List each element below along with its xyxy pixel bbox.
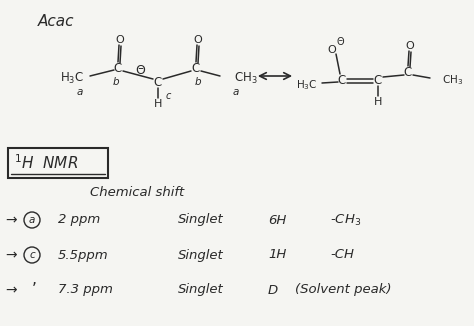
Text: →: → <box>5 248 17 262</box>
Text: $^1$H  NMR: $^1$H NMR <box>14 154 78 172</box>
Text: C: C <box>374 73 382 86</box>
Text: O: O <box>406 41 414 51</box>
Text: ’: ’ <box>32 283 37 298</box>
Text: Singlet: Singlet <box>178 248 224 261</box>
Text: Θ: Θ <box>135 65 145 78</box>
Text: →: → <box>5 283 17 297</box>
Text: Singlet: Singlet <box>178 284 224 297</box>
Text: 6H: 6H <box>268 214 286 227</box>
Text: c: c <box>29 250 35 260</box>
Text: (Solvent peak): (Solvent peak) <box>295 284 392 297</box>
Text: CH$_3$: CH$_3$ <box>442 73 463 87</box>
Text: Acac: Acac <box>38 14 74 29</box>
Text: c: c <box>165 91 171 101</box>
Text: →: → <box>5 213 17 227</box>
Text: b: b <box>195 77 201 87</box>
Text: O: O <box>328 45 337 55</box>
Text: -CH$_3$: -CH$_3$ <box>330 213 361 228</box>
Text: b: b <box>113 77 119 87</box>
Text: C: C <box>114 62 122 75</box>
Text: H$_3$C: H$_3$C <box>60 70 84 85</box>
Text: H: H <box>154 99 162 109</box>
Text: 2 ppm: 2 ppm <box>58 214 100 227</box>
Text: a: a <box>233 87 239 97</box>
Text: H$_3$C: H$_3$C <box>296 78 318 92</box>
Text: H: H <box>374 97 382 107</box>
Text: 5.5ppm: 5.5ppm <box>58 248 109 261</box>
Text: C: C <box>338 73 346 86</box>
Text: 1H: 1H <box>268 248 286 261</box>
Text: C: C <box>404 66 412 79</box>
Text: 7.3 ppm: 7.3 ppm <box>58 284 113 297</box>
Text: a: a <box>29 215 35 225</box>
Text: Θ: Θ <box>336 37 344 47</box>
Text: C: C <box>154 76 162 88</box>
Text: O: O <box>116 35 124 45</box>
Text: Chemical shift: Chemical shift <box>90 186 184 200</box>
Bar <box>8 148 108 178</box>
Text: O: O <box>193 35 202 45</box>
Text: C: C <box>192 62 200 75</box>
Text: CH$_3$: CH$_3$ <box>234 70 258 85</box>
Text: Singlet: Singlet <box>178 214 224 227</box>
Text: -CH: -CH <box>330 248 354 261</box>
Text: D: D <box>268 284 278 297</box>
Text: a: a <box>77 87 83 97</box>
